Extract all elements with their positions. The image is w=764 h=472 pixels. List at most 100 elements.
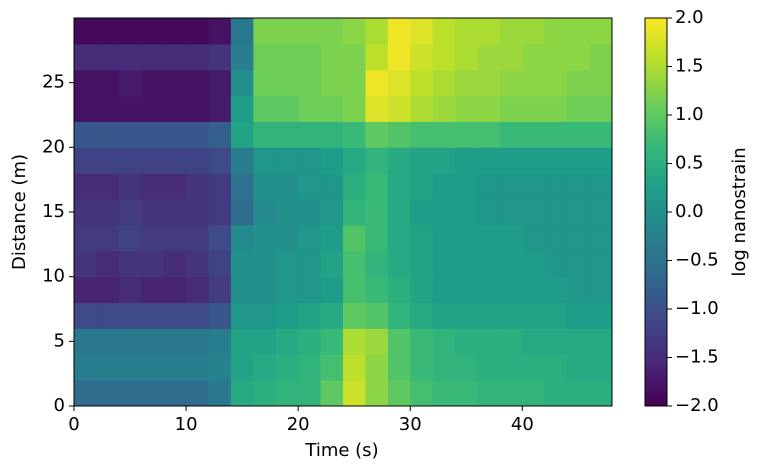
heatmap-cell [275, 250, 299, 278]
heatmap-cell [343, 276, 366, 304]
heatmap-cell [365, 199, 389, 226]
heatmap-cell [163, 18, 187, 45]
heatmap-cell [499, 18, 523, 45]
heatmap-cell [432, 69, 456, 97]
heatmap-cell [589, 199, 613, 226]
heatmap-cell [477, 380, 501, 407]
heatmap-cell [141, 328, 165, 355]
heatmap-cell [298, 147, 322, 174]
x-tick-label: 0 [68, 414, 79, 435]
heatmap-cell [320, 147, 344, 174]
heatmap-cell [320, 302, 344, 329]
heatmap-cell [589, 224, 613, 252]
heatmap-cell [410, 43, 434, 71]
colorbar-tick-label: 0.5 [675, 153, 704, 174]
heatmap-cell [455, 302, 478, 329]
heatmap-cell [522, 250, 546, 278]
heatmap-cell [410, 95, 434, 122]
heatmap-cell [118, 18, 142, 45]
heatmap-cell [544, 250, 568, 278]
heatmap-cell [544, 276, 568, 304]
heatmap-cell [522, 69, 546, 97]
heatmap-cell [365, 302, 389, 329]
heatmap-cell [298, 121, 322, 148]
heatmap-cell [343, 224, 366, 252]
heatmap-cell [499, 95, 523, 122]
heatmap-cell [589, 380, 613, 407]
x-tick-label: 30 [399, 414, 422, 435]
y-tick-label: 5 [54, 330, 65, 351]
heatmap-cell [74, 302, 97, 329]
heatmap-cell [455, 328, 478, 355]
heatmap-cell [410, 69, 434, 97]
heatmap-cell [275, 224, 299, 252]
heatmap-cell [141, 173, 165, 200]
heatmap-cell [522, 95, 546, 122]
heatmap-cell [298, 224, 322, 252]
heatmap-cell [163, 173, 187, 200]
colorbar-tick-label: −1.0 [675, 298, 719, 319]
heatmap-cell [96, 18, 120, 45]
heatmap-cell [544, 302, 568, 329]
heatmap-cell [118, 354, 142, 381]
heatmap-cell [410, 173, 434, 200]
heatmap-cell [230, 199, 254, 226]
heatmap-cell [365, 380, 389, 407]
heatmap-cell [275, 328, 299, 355]
heatmap-cell [455, 276, 478, 304]
heatmap-cell [365, 224, 389, 252]
heatmap-cell [567, 380, 591, 407]
heatmap-cell [141, 95, 165, 122]
heatmap-cell [410, 224, 434, 252]
heatmap-cell [343, 147, 366, 174]
heatmap-cell [163, 250, 187, 278]
heatmap-cell [477, 43, 501, 71]
heatmap-cell [343, 43, 366, 71]
heatmap-cell [320, 18, 344, 45]
heatmap-cell [544, 43, 568, 71]
heatmap-cell [96, 199, 120, 226]
heatmap-cell [343, 173, 366, 200]
heatmap-cell [320, 121, 344, 148]
heatmap-cell [118, 276, 142, 304]
y-tick-label: 10 [42, 266, 65, 287]
heatmap-cell [298, 354, 322, 381]
heatmap-cell [432, 199, 456, 226]
heatmap-cell [477, 147, 501, 174]
heatmap-cell [96, 43, 120, 71]
heatmap-cell [320, 328, 344, 355]
heatmap-cell [432, 147, 456, 174]
heatmap-cell [320, 95, 344, 122]
heatmap-cell [298, 250, 322, 278]
heatmap-cell [432, 95, 456, 122]
heatmap-cell [163, 328, 187, 355]
heatmap-cell [208, 250, 232, 278]
heatmap-cell [74, 121, 97, 148]
heatmap-cell [163, 69, 187, 97]
heatmap-cell [499, 121, 523, 148]
heatmap-cell [387, 69, 411, 97]
heatmap-cell [544, 173, 568, 200]
heatmap-cell [343, 199, 366, 226]
heatmap-cell [186, 18, 209, 45]
heatmap-cell [141, 224, 165, 252]
heatmap-cell [455, 147, 478, 174]
heatmap-cell [253, 95, 277, 122]
heatmap-cell [96, 173, 120, 200]
heatmap-cell [186, 147, 209, 174]
heatmap-cell [522, 199, 546, 226]
heatmap-cell [298, 69, 322, 97]
heatmap-cell [230, 250, 254, 278]
y-tick-label: 0 [54, 395, 65, 416]
heatmap-cell [74, 43, 97, 71]
heatmap-cell [275, 199, 299, 226]
heatmap-cell [96, 328, 120, 355]
heatmap-cell [567, 250, 591, 278]
heatmap-cell [320, 173, 344, 200]
heatmap-cell [410, 380, 434, 407]
heatmap-cell [253, 380, 277, 407]
heatmap-cell [365, 354, 389, 381]
heatmap-cell [343, 121, 366, 148]
heatmap-cell [298, 199, 322, 226]
heatmap-cell [410, 302, 434, 329]
